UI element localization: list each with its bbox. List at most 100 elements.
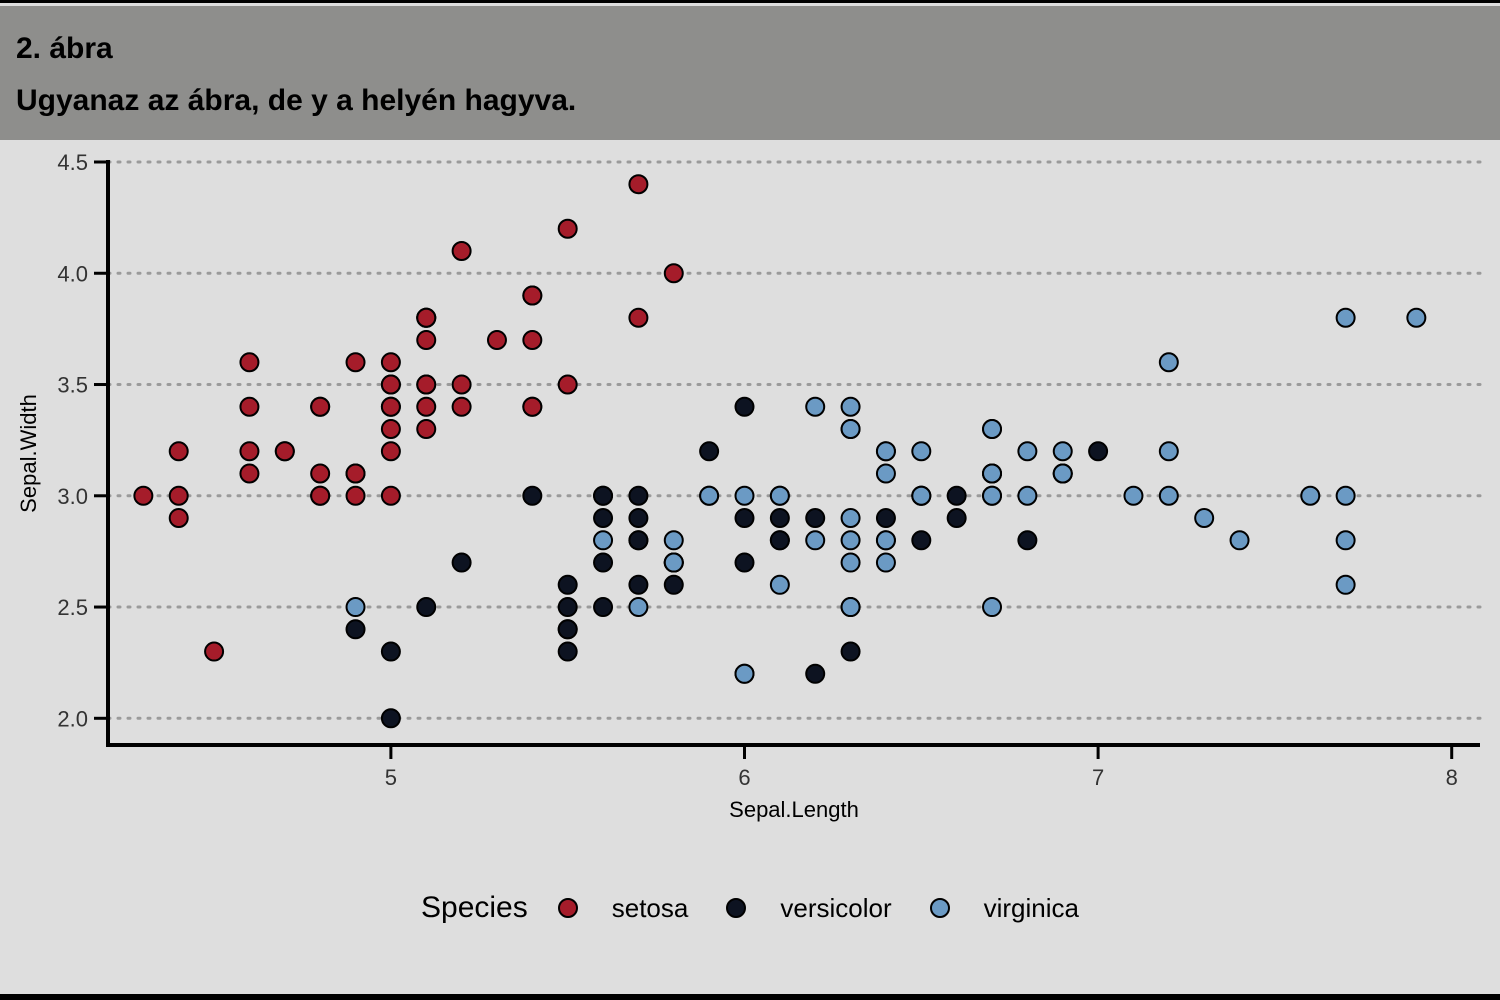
point-virginica	[1158, 485, 1179, 506]
point-virginica	[875, 552, 896, 573]
point-versicolor	[593, 552, 614, 573]
point-versicolor	[416, 597, 437, 618]
point-setosa	[522, 285, 543, 306]
legend-key-versicolor	[726, 898, 747, 918]
y-tick-label: 4.0	[57, 261, 88, 286]
point-versicolor	[628, 574, 649, 595]
point-versicolor	[522, 485, 543, 506]
point-setosa	[239, 441, 260, 462]
y-tick-label: 4.5	[57, 150, 88, 175]
point-virginica	[734, 485, 755, 506]
point-virginica	[663, 530, 684, 551]
y-tick-label: 3.5	[57, 373, 88, 398]
point-virginica	[1300, 485, 1321, 506]
y-tick-label: 3.0	[57, 484, 88, 509]
point-virginica	[1335, 530, 1356, 551]
point-virginica	[840, 396, 861, 417]
point-virginica	[875, 463, 896, 484]
point-versicolor	[769, 530, 790, 551]
point-virginica	[805, 396, 826, 417]
point-setosa	[310, 485, 331, 506]
axes: 2.0 2.5 3.0 3.5 4.0 4.5 5 6 7 8	[57, 150, 1480, 790]
point-setosa	[557, 218, 578, 239]
point-setosa	[416, 374, 437, 395]
point-versicolor	[875, 508, 896, 529]
point-setosa	[628, 307, 649, 328]
point-versicolor	[628, 485, 649, 506]
point-versicolor	[557, 619, 578, 640]
point-setosa	[168, 485, 189, 506]
point-setosa	[380, 441, 401, 462]
y-axis-title: Sepal.Width	[16, 394, 41, 513]
point-versicolor	[628, 530, 649, 551]
legend-key-virginica	[929, 898, 950, 918]
point-virginica	[982, 419, 1003, 440]
point-virginica	[840, 552, 861, 573]
point-virginica	[1158, 441, 1179, 462]
point-virginica	[982, 597, 1003, 618]
point-virginica	[840, 597, 861, 618]
point-setosa	[380, 396, 401, 417]
y-tick-label: 2.0	[57, 706, 88, 731]
x-tick-label: 7	[1092, 765, 1104, 790]
point-versicolor	[557, 574, 578, 595]
point-setosa	[310, 396, 331, 417]
legend-item-versicolor: versicolor	[726, 893, 892, 924]
point-versicolor	[557, 597, 578, 618]
figure-subtitle: Ugyanaz az ábra, de y a helyén hagyva.	[16, 84, 577, 117]
point-versicolor	[593, 508, 614, 529]
x-tick-label: 8	[1446, 765, 1458, 790]
point-virginica	[982, 463, 1003, 484]
point-setosa	[451, 396, 472, 417]
point-versicolor	[840, 641, 861, 662]
x-tick-label: 6	[738, 765, 750, 790]
point-virginica	[1017, 485, 1038, 506]
point-setosa	[239, 396, 260, 417]
legend-title: Species	[421, 891, 528, 924]
legend-item-setosa: setosa	[557, 892, 689, 924]
point-virginica	[911, 485, 932, 506]
legend: Species setosa versicolor virginica	[0, 883, 1500, 933]
legend-label-virginica: virginica	[983, 892, 1079, 923]
point-versicolor	[805, 663, 826, 684]
point-virginica	[769, 485, 790, 506]
point-setosa	[416, 419, 437, 440]
legend-label-setosa: setosa	[611, 892, 689, 923]
point-setosa	[380, 419, 401, 440]
point-setosa	[451, 374, 472, 395]
point-versicolor	[946, 485, 967, 506]
point-setosa	[133, 485, 154, 506]
point-versicolor	[911, 530, 932, 551]
legend-item-virginica: virginica	[929, 892, 1079, 924]
point-versicolor	[345, 619, 366, 640]
point-virginica	[911, 441, 932, 462]
gridlines	[106, 160, 1482, 720]
point-setosa	[486, 330, 507, 351]
point-setosa	[239, 352, 260, 373]
point-setosa	[345, 485, 366, 506]
point-virginica	[840, 508, 861, 529]
point-setosa	[345, 352, 366, 373]
point-setosa	[239, 463, 260, 484]
point-virginica	[734, 663, 755, 684]
point-virginica	[1052, 441, 1073, 462]
point-versicolor	[557, 641, 578, 662]
point-setosa	[168, 508, 189, 529]
figure-header: 2. ábra Ugyanaz az ábra, de y a helyén h…	[0, 6, 1500, 140]
point-virginica	[1158, 352, 1179, 373]
point-versicolor	[734, 508, 755, 529]
point-virginica	[1229, 530, 1250, 551]
x-axis-title: Sepal.Length	[729, 797, 859, 822]
point-versicolor	[628, 508, 649, 529]
point-setosa	[451, 241, 472, 262]
point-virginica	[593, 530, 614, 551]
point-versicolor	[593, 597, 614, 618]
point-virginica	[1406, 307, 1427, 328]
point-virginica	[699, 485, 720, 506]
point-virginica	[628, 597, 649, 618]
point-virginica	[1335, 307, 1356, 328]
point-setosa	[628, 174, 649, 195]
point-virginica	[1335, 574, 1356, 595]
point-setosa	[274, 441, 295, 462]
